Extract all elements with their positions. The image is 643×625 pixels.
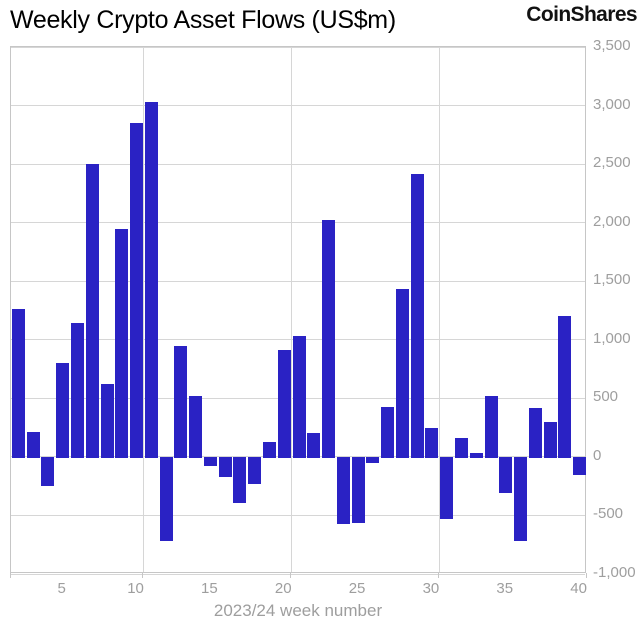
x-axis-tick [290, 573, 292, 578]
x-axis-label: 10 [127, 580, 144, 597]
bar-week-16 [218, 456, 232, 477]
x-axis-label: 15 [201, 580, 218, 597]
bar-week-11 [144, 102, 158, 458]
bar-week-3 [26, 432, 40, 458]
horizontal-gridline [11, 222, 585, 224]
bar-week-37 [528, 408, 542, 458]
x-axis-label: 25 [348, 580, 366, 597]
y-axis-label: 0 [593, 446, 602, 464]
bar-week-7 [85, 164, 99, 458]
vertical-gridline [291, 47, 293, 572]
bar-week-9 [115, 228, 129, 458]
page-title: Weekly Crypto Asset Flows (US$m) [10, 6, 396, 34]
vertical-gridline [438, 47, 440, 572]
bar-week-26 [366, 456, 380, 463]
x-axis-tick [585, 573, 587, 578]
bar-week-12 [159, 456, 173, 541]
y-axis-label: 1,500 [593, 271, 631, 289]
bar-week-8 [100, 383, 114, 458]
bar-week-15 [203, 456, 217, 466]
bar-week-40 [573, 456, 587, 476]
bar-week-32 [454, 437, 468, 458]
bar-week-10 [130, 123, 144, 458]
bar-week-2 [11, 309, 25, 458]
horizontal-gridline [11, 280, 585, 282]
x-axis-label: 35 [496, 580, 514, 597]
horizontal-gridline [11, 105, 585, 107]
x-axis-tick [9, 573, 11, 578]
bar-week-30 [425, 428, 439, 458]
bar-week-13 [174, 345, 188, 458]
bar-week-4 [41, 456, 55, 487]
x-axis-tick [437, 573, 439, 578]
vertical-gridline [143, 47, 145, 572]
y-axis-label: 1,000 [593, 329, 631, 347]
coinshares-logo: CoinShares [526, 3, 637, 26]
horizontal-gridline [11, 163, 585, 165]
bar-week-25 [351, 456, 365, 524]
x-axis-label: 5 [57, 580, 66, 597]
bar-week-24 [336, 456, 350, 524]
bar-week-20 [277, 349, 291, 458]
bar-week-5 [56, 363, 70, 458]
bar-week-27 [381, 406, 395, 458]
y-axis-label: 2,000 [593, 212, 631, 230]
bar-week-31 [440, 456, 454, 519]
bar-week-29 [410, 174, 424, 458]
y-axis-label: 2,500 [593, 154, 631, 172]
x-axis-label: 30 [422, 580, 440, 597]
x-axis-tick [142, 573, 144, 578]
y-axis-label: 3,500 [593, 37, 631, 54]
bar-week-36 [514, 456, 528, 542]
x-axis-title: 2023/24 week number [213, 601, 383, 620]
bar-week-38 [543, 421, 557, 458]
y-axis-label: 3,000 [593, 95, 631, 113]
horizontal-gridline [11, 573, 585, 575]
y-axis-label: -500 [593, 505, 624, 523]
bar-week-35 [499, 456, 513, 494]
bar-week-34 [484, 395, 498, 458]
bar-week-33 [469, 453, 483, 458]
y-axis-label: -1,000 [593, 564, 636, 581]
bar-week-17 [233, 456, 247, 504]
bar-week-39 [558, 315, 572, 458]
bar-week-21 [292, 335, 306, 458]
chart-plot-area [10, 46, 587, 575]
y-axis-label: 500 [593, 388, 619, 406]
bar-week-14 [189, 395, 203, 458]
bar-week-18 [248, 456, 262, 485]
bar-week-28 [395, 289, 409, 458]
bar-week-6 [70, 323, 84, 458]
horizontal-gridline [11, 46, 585, 48]
bar-week-19 [262, 441, 276, 458]
horizontal-gridline [11, 514, 585, 516]
bar-week-22 [307, 433, 321, 458]
x-axis-label: 40 [570, 580, 587, 597]
x-axis-label: 20 [274, 580, 292, 597]
bar-week-23 [322, 220, 336, 458]
